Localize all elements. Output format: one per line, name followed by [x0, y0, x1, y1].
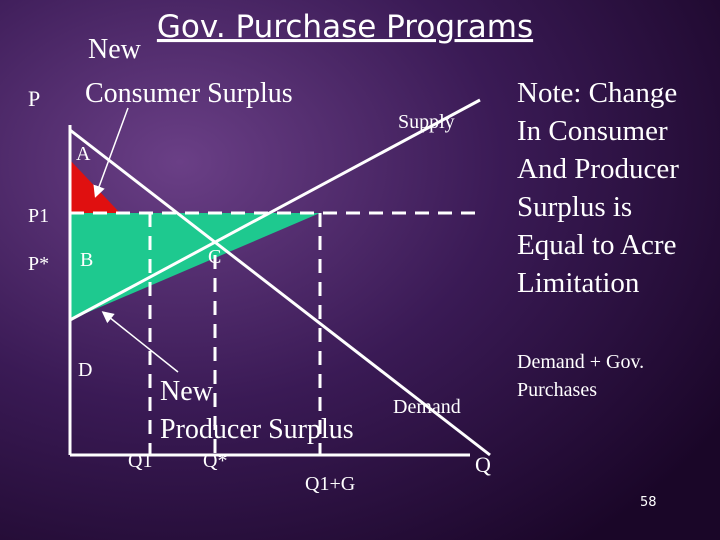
- curve-label: Purchases: [517, 379, 597, 401]
- note-line: Limitation: [517, 267, 640, 299]
- note-line: Equal to Acre: [517, 229, 676, 261]
- dashed-guides: [70, 211, 480, 455]
- note-line: Surplus is: [517, 191, 632, 223]
- axis-label: P: [28, 86, 40, 111]
- axis-label: P*: [28, 253, 49, 275]
- axis-label: Q: [475, 452, 491, 477]
- note-line: And Producer: [517, 153, 679, 185]
- callout-text: Consumer Surplus: [85, 78, 293, 109]
- axis-label: Q1: [128, 450, 152, 472]
- demand-curve: [69, 128, 491, 457]
- note-line: In Consumer: [517, 115, 668, 147]
- note-line: Note: Change: [517, 77, 677, 109]
- axis-label: Q*: [203, 450, 227, 472]
- axis-label: P1: [28, 205, 49, 227]
- slide-number: 58: [640, 495, 657, 510]
- callout-text: New: [88, 34, 142, 65]
- consumer-arrow: [93, 107, 129, 198]
- note: Note: Change In Consumer And Producer Su…: [517, 77, 679, 299]
- callout-text: New: [160, 376, 214, 407]
- producer-arrow: [101, 311, 179, 373]
- supply-curve: [69, 98, 481, 322]
- curve-label: Demand + Gov.: [517, 351, 644, 373]
- producer-surplus-gain: [70, 213, 320, 320]
- region-label: C: [208, 246, 221, 268]
- region-label: A: [76, 143, 91, 165]
- axis-label: Q1+G: [305, 473, 355, 495]
- region-label: B: [80, 249, 93, 271]
- title: Gov. Purchase Programs: [157, 9, 533, 45]
- region-label: D: [78, 359, 92, 381]
- curve-label: Supply: [398, 111, 455, 133]
- callout-text: Producer Surplus: [160, 414, 354, 445]
- curve-label: Demand: [393, 396, 461, 418]
